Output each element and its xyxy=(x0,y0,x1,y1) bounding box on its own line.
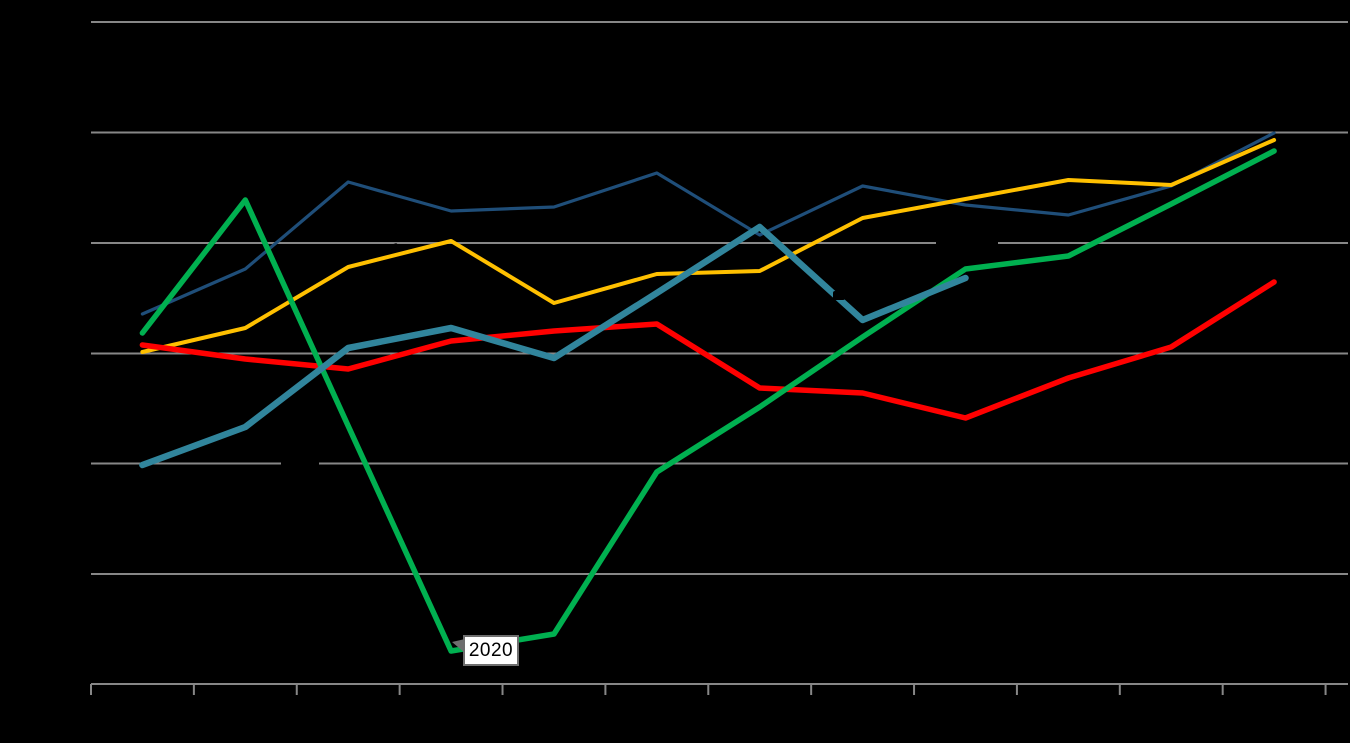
series-line-green xyxy=(139,148,1277,654)
callout-label: 2020 xyxy=(468,640,514,661)
series-line-red xyxy=(139,279,1277,421)
occlusion-under-0 xyxy=(281,457,319,466)
callout-2020: 2020 xyxy=(452,635,519,666)
series-line-dark-blue xyxy=(140,131,1276,316)
occlusion-over-1 xyxy=(833,291,845,300)
series-line-teal xyxy=(139,223,969,469)
occlusion-over-0 xyxy=(377,243,399,255)
series-line-gold xyxy=(140,138,1277,354)
occlusion-under-1 xyxy=(936,238,998,246)
callout-pointer-icon xyxy=(452,639,465,653)
